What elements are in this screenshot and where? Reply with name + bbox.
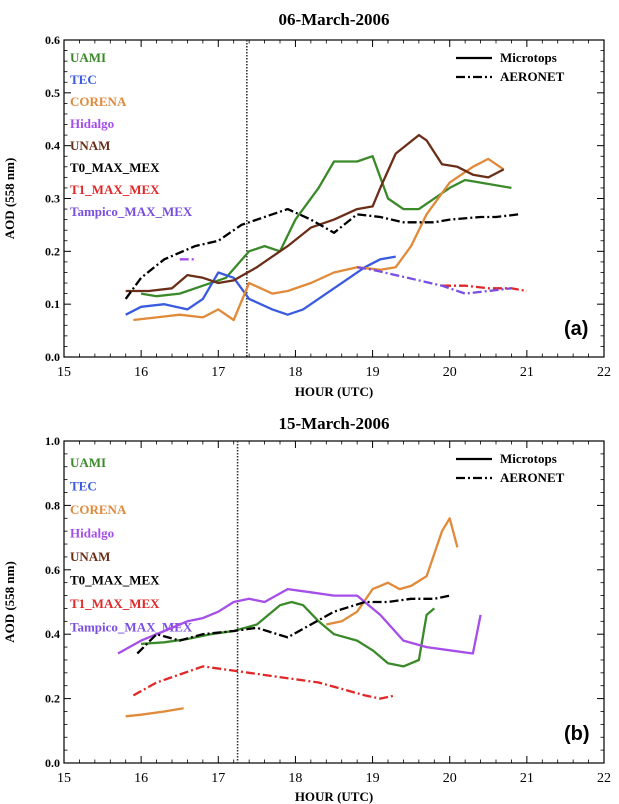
series-line (124, 207, 520, 300)
x-tick-label: 21 (520, 365, 534, 380)
series-line (141, 600, 436, 668)
chart-panel-b: 15-March-2006 HOUR (UTC) AOD (558 nm) (b… (2, 414, 611, 804)
y-tick-label: 0.6 (45, 563, 60, 577)
plot-frame (63, 39, 605, 358)
y-axis-label: AOD (558 nm) (2, 158, 17, 240)
series-line (136, 594, 450, 655)
legend: Microtops AERONET (456, 451, 565, 485)
y-tick-label: 1.0 (45, 434, 60, 448)
chart-title: 15-March-2006 (278, 414, 389, 433)
site-label: Tampico_MAX_MEX (70, 204, 193, 219)
site-label: UAMI (70, 455, 106, 470)
site-label: T0_MAX_MEX (70, 573, 160, 588)
series-line (133, 157, 505, 322)
panel-label: (b) (564, 723, 590, 745)
chart-panel-a: 06-March-2006 HOUR (UTC) AOD (558 nm) (a… (2, 10, 611, 399)
series-line (125, 133, 505, 293)
site-label: T1_MAX_MEX (70, 596, 160, 611)
x-tick-label: 22 (597, 365, 611, 380)
series-line (132, 665, 396, 700)
x-tick-label: 15 (57, 771, 71, 786)
x-tick-label: 18 (288, 771, 302, 786)
y-tick-label: 0.6 (45, 33, 60, 47)
y-tick-label: 0.8 (45, 498, 60, 512)
x-tick-label: 21 (520, 771, 534, 786)
legend-label: AERONET (500, 470, 565, 485)
x-axis-label: HOUR (UTC) (295, 789, 373, 804)
chart-title: 06-March-2006 (278, 10, 389, 29)
y-tick-label: 0.4 (45, 627, 60, 641)
x-tick-label: 22 (597, 771, 611, 786)
y-axis-label: AOD (558 nm) (2, 561, 17, 643)
x-tick-label: 20 (443, 365, 457, 380)
series-line (326, 517, 459, 626)
site-label: T0_MAX_MEX (70, 160, 160, 175)
y-tick-label: 0.5 (45, 86, 60, 100)
y-tick-label: 0.0 (45, 756, 60, 770)
series-line (117, 587, 482, 655)
y-tick-label: 0.0 (45, 350, 60, 364)
site-label: UNAM (70, 138, 110, 153)
legend-label: AERONET (500, 69, 565, 84)
site-label: CORENA (70, 502, 127, 517)
y-tick-label: 0.2 (45, 692, 60, 706)
legend-label: Microtops (500, 50, 557, 65)
x-tick-label: 15 (57, 365, 71, 380)
site-label: UNAM (70, 549, 110, 564)
series-line (125, 707, 184, 718)
legend: Microtops AERONET (456, 50, 565, 84)
panel-label: (a) (564, 318, 588, 340)
y-tick-label: 0.1 (45, 297, 60, 311)
plot-frame (63, 440, 605, 764)
site-label: TEC (70, 479, 97, 494)
site-label: CORENA (70, 94, 127, 109)
site-labels: UAMI TEC CORENA Hidalgo UNAM T0_MAX_MEX … (70, 455, 193, 635)
x-tick-label: 18 (288, 365, 302, 380)
site-label: UAMI (70, 50, 106, 65)
series-line (356, 266, 512, 295)
y-tick-label: 0.2 (45, 244, 60, 258)
site-label: Hidalgo (70, 116, 114, 131)
y-tick-label: 0.4 (45, 139, 60, 153)
site-label: Hidalgo (70, 526, 114, 541)
x-tick-label: 19 (366, 771, 380, 786)
y-tick-label: 0.3 (45, 192, 60, 206)
x-axis-label: HOUR (UTC) (295, 384, 373, 399)
x-tick-label: 17 (211, 771, 225, 786)
x-tick-label: 17 (211, 365, 225, 380)
x-tick-label: 16 (134, 365, 148, 380)
site-label: T1_MAX_MEX (70, 182, 160, 197)
x-tick-label: 16 (134, 771, 148, 786)
series-line (125, 255, 396, 316)
site-label: TEC (70, 72, 97, 87)
site-labels: UAMI TEC CORENA Hidalgo UNAM T0_MAX_MEX … (70, 50, 193, 219)
x-tick-label: 19 (366, 365, 380, 380)
legend-label: Microtops (500, 451, 557, 466)
x-tick-label: 20 (443, 771, 457, 786)
series-line (442, 284, 528, 293)
